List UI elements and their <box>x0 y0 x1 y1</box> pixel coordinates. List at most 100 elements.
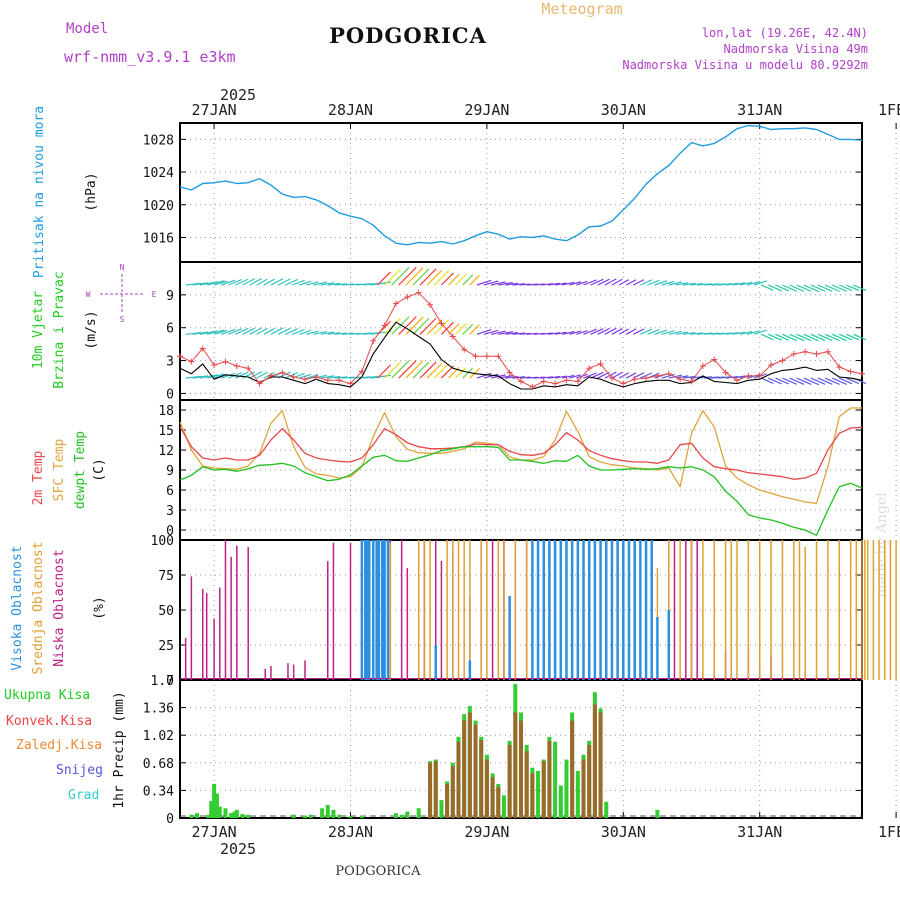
gust-marker <box>267 372 274 379</box>
wind-arrow <box>292 279 305 286</box>
precip-legend-snow: Snijeg <box>56 763 103 778</box>
wind-arrow <box>498 331 513 335</box>
gust-marker <box>336 377 343 384</box>
precip-bar-total <box>320 808 325 818</box>
wind-arrow <box>839 284 853 292</box>
wind-arrow <box>846 333 860 341</box>
wind-arrow <box>760 284 774 291</box>
wind-arrow <box>334 376 348 379</box>
wind-arrow <box>590 278 604 286</box>
wind-arrow <box>682 282 696 286</box>
cloud-bar-srednja <box>793 540 795 680</box>
cloud-bar-niska <box>287 663 289 680</box>
gust-marker <box>552 380 559 387</box>
wind-arrow <box>632 279 645 286</box>
wind-arrow <box>263 371 275 379</box>
cloud-bar-srednja <box>724 540 727 680</box>
wind-arrow <box>753 280 768 286</box>
wind-arrow <box>334 332 348 335</box>
wind-arrow <box>384 361 401 379</box>
cloud-bar-visoka <box>434 645 437 680</box>
wind-arrow <box>796 284 812 292</box>
cloud-bar-visoka <box>371 540 375 680</box>
gust-marker <box>756 372 763 379</box>
wind-arrow <box>690 332 704 335</box>
cloud-bar-niska <box>213 618 215 680</box>
precip-bar-total <box>206 814 211 818</box>
wind-arrow <box>661 330 675 335</box>
ytick-label-temperature: 18 <box>158 404 174 419</box>
wind-arrow <box>846 377 860 385</box>
cloud-bar-srednja <box>446 540 448 680</box>
wind-arrow <box>363 332 378 335</box>
gust-marker <box>779 357 786 364</box>
cloud-bar-srednja <box>747 540 750 680</box>
cloud-bar-srednja <box>838 540 841 680</box>
ytick-label-temperature: 0 <box>166 524 174 539</box>
cloud-bar-srednja <box>417 540 420 680</box>
wind-arrow <box>817 333 833 342</box>
cloud-bar-srednja <box>730 540 733 680</box>
precip-bar-conv <box>450 766 455 818</box>
day-label-bottom: 29JAN <box>464 823 509 841</box>
temp-label-2: SFC Temp <box>52 439 67 502</box>
precip-bar-conv <box>507 744 512 818</box>
gust-marker <box>449 333 456 340</box>
cloud-bar-srednja <box>815 540 818 680</box>
wind-arrow <box>192 282 209 286</box>
wind-arrow <box>590 328 604 335</box>
cloud-bar-srednja <box>889 540 892 680</box>
cloud-bar-srednja <box>514 540 517 680</box>
wind-arrow <box>462 323 474 335</box>
wind-arrow <box>313 281 328 286</box>
day-label-bottom: 31JAN <box>737 823 782 841</box>
precip-bar-conv <box>456 741 461 818</box>
cloud-bar-visoka <box>360 540 364 680</box>
wind-arrow <box>469 274 480 286</box>
precip-bar-total <box>348 816 353 818</box>
cloud-bar-niska <box>236 545 238 680</box>
gust-marker <box>233 363 240 370</box>
wind-arrow <box>498 281 513 286</box>
gust-marker <box>495 353 502 360</box>
cloud-bar-niska <box>327 561 329 680</box>
wind-arrow <box>611 278 623 286</box>
wind-arrow <box>391 316 410 335</box>
precip-bar-conv <box>496 787 501 818</box>
gust-marker <box>279 369 286 376</box>
cloud-bar-niska <box>270 666 272 680</box>
day-label-top: 27JAN <box>192 101 237 119</box>
wind-arrow <box>718 332 732 335</box>
precip-bar-total <box>214 793 219 818</box>
precip-bar-conv <box>519 720 523 818</box>
cloud-label-2: Srednja Oblacnost <box>31 541 46 674</box>
wind-arrow <box>433 269 450 286</box>
ytick-label-wind: 0 <box>166 387 174 402</box>
wind-arrow <box>341 283 355 286</box>
wind-arrow <box>334 283 348 286</box>
cloud-bar-niska <box>400 540 403 680</box>
wind-arrow <box>732 375 746 379</box>
model-elevation-text: Nadmorska Visina u modelu 80.9292m <box>622 58 868 72</box>
wind-arrow <box>249 278 262 286</box>
wind-arrow <box>739 331 753 335</box>
wind-arrow <box>320 375 335 379</box>
precip-bar-total <box>393 813 398 818</box>
wind-arrow <box>597 327 610 335</box>
gust-marker <box>654 372 661 379</box>
gust-marker <box>677 376 684 383</box>
cloud-bar-visoka <box>386 540 390 680</box>
cloud-bar-visoka <box>622 540 625 680</box>
wind-arrow <box>604 371 617 379</box>
wind-arrow <box>206 373 225 379</box>
wind-arrow <box>270 327 284 335</box>
wind-arrow <box>562 374 575 379</box>
wind-arrow <box>405 267 424 286</box>
cloud-bar-srednja <box>827 540 829 680</box>
wind-arrow <box>796 333 812 342</box>
precip-bar-conv <box>524 751 529 818</box>
precip-bar-total <box>331 809 336 818</box>
cloud-bar-srednja <box>457 540 460 680</box>
